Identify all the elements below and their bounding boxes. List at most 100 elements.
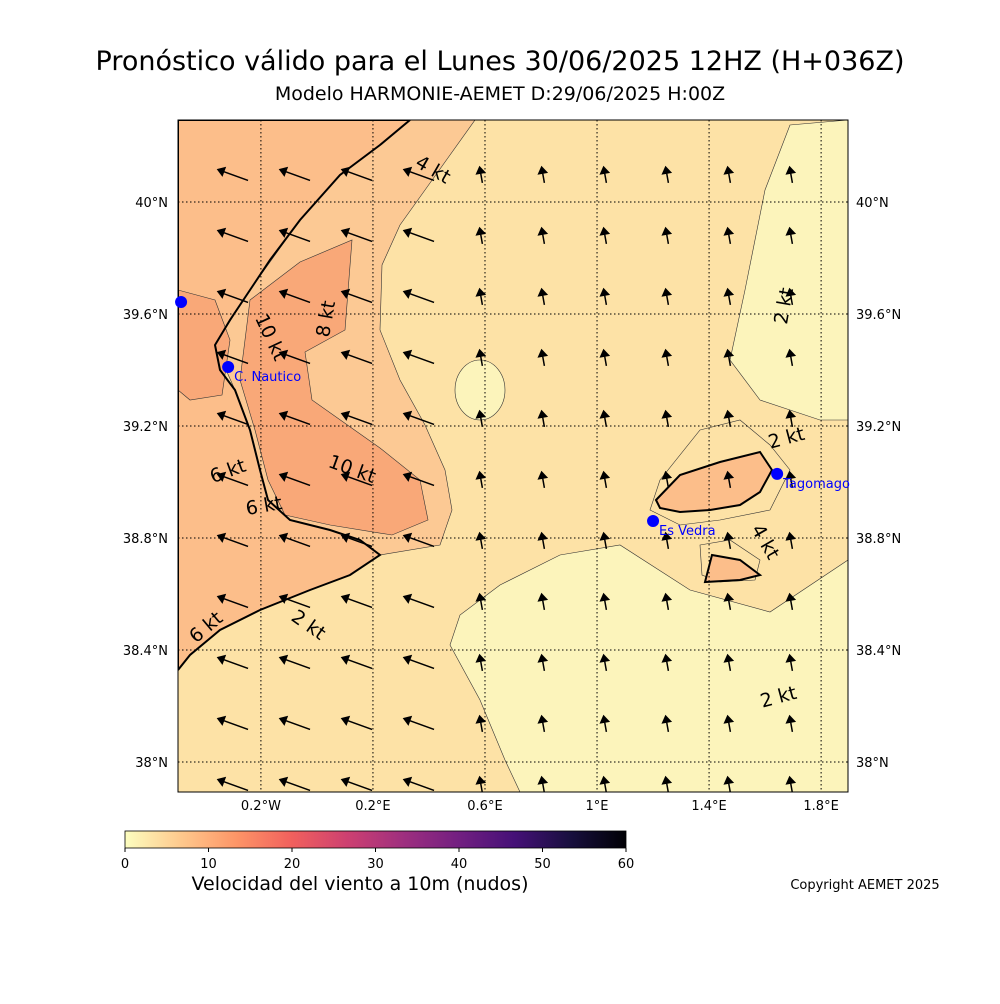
wind-arrow xyxy=(661,592,673,611)
colorbar-label: Velocidad del viento a 10m (nudos) xyxy=(192,873,529,895)
wind-arrow xyxy=(475,714,487,733)
wind-arrow xyxy=(340,593,373,609)
wind-arrow xyxy=(785,653,797,672)
colorbar-tick-label: 30 xyxy=(367,857,384,872)
wind-arrow xyxy=(475,531,487,550)
wind-arrow xyxy=(599,714,611,733)
y-tick-label: 40°N xyxy=(856,196,889,211)
wind-arrow xyxy=(402,166,435,182)
wind-arrow xyxy=(340,471,373,487)
wind-arrow xyxy=(599,531,611,550)
wind-arrow xyxy=(475,775,487,792)
wind-arrow xyxy=(723,775,735,792)
wind-arrow xyxy=(599,470,611,489)
map-frame xyxy=(177,119,849,793)
wind-arrow xyxy=(475,226,487,245)
wind-arrow xyxy=(661,165,673,184)
wind-arrow xyxy=(340,410,373,426)
wind-arrow xyxy=(216,471,249,487)
wind-arrow xyxy=(599,653,611,672)
wind-arrow xyxy=(537,409,549,428)
wind-arrow xyxy=(537,531,549,550)
wind-arrow xyxy=(537,226,549,245)
station xyxy=(771,467,784,480)
wind-arrow xyxy=(402,654,435,670)
wind-arrow xyxy=(785,165,797,184)
y-tick-label: 39.2°N xyxy=(123,420,168,435)
wind-arrow xyxy=(723,653,735,672)
wind-arrow xyxy=(278,593,311,609)
wind-arrow xyxy=(216,410,249,426)
wind-arrow xyxy=(599,592,611,611)
station xyxy=(647,514,660,527)
wind-arrow xyxy=(216,288,249,304)
wind-arrow xyxy=(475,348,487,367)
wind-arrow xyxy=(661,348,673,367)
colorbar-tick-label: 60 xyxy=(618,857,635,872)
wind-arrow xyxy=(785,775,797,792)
wind-arrow xyxy=(785,592,797,611)
x-tick-label: 0.2°E xyxy=(355,799,390,814)
wind-arrow xyxy=(475,470,487,489)
wind-arrow xyxy=(723,531,735,550)
wind-arrow xyxy=(402,776,435,792)
station xyxy=(222,360,235,373)
x-tick-label: 1.8°E xyxy=(803,799,838,814)
wind-arrow xyxy=(661,531,673,550)
wind-arrow xyxy=(278,166,311,182)
wind-arrow xyxy=(340,227,373,243)
x-tick-label: 1.4°E xyxy=(691,799,726,814)
coastline xyxy=(178,120,411,671)
strong-zone xyxy=(178,289,231,401)
wind-arrow xyxy=(537,348,549,367)
wind-arrow xyxy=(537,714,549,733)
wind-arrow xyxy=(723,592,735,611)
wind-arrow xyxy=(537,287,549,306)
wind-arrows xyxy=(216,165,797,792)
wind-arrow xyxy=(340,349,373,365)
wind-arrow xyxy=(278,471,311,487)
wind-arrow xyxy=(216,715,249,731)
colorbar-tick-label: 20 xyxy=(284,857,301,872)
title: Pronóstico válido para el Lunes 30/06/20… xyxy=(96,46,905,77)
x-tick-label: 0.6°E xyxy=(467,799,502,814)
wind-arrow xyxy=(216,166,249,182)
formentera xyxy=(703,553,763,584)
wind-arrow xyxy=(216,776,249,792)
colorbar-tick-label: 10 xyxy=(200,857,217,872)
wind-arrow xyxy=(278,715,311,731)
colorbar-ticks: 0 10 20 30 40 50 60 xyxy=(121,848,634,872)
y-tick-label: 40°N xyxy=(135,196,168,211)
station xyxy=(175,296,188,308)
wind-arrow xyxy=(402,349,435,365)
wind-arrow xyxy=(599,165,611,184)
colorbar-tick-label: 0 xyxy=(121,857,129,872)
wind-arrow xyxy=(661,653,673,672)
wind-arrow xyxy=(599,226,611,245)
wind-arrow xyxy=(475,409,487,428)
wind-arrow xyxy=(278,349,311,365)
wind-arrow xyxy=(402,288,435,304)
colorbar xyxy=(124,830,627,849)
wind-arrow xyxy=(475,165,487,184)
colorbar-tick-label: 50 xyxy=(534,857,551,872)
wind-arrow xyxy=(340,288,373,304)
wind-arrow xyxy=(537,653,549,672)
wind-arrow xyxy=(723,348,735,367)
y-tick-label: 38°N xyxy=(135,756,168,771)
wind-arrow xyxy=(661,470,673,489)
wind-arrow xyxy=(340,776,373,792)
wind-arrow xyxy=(475,287,487,306)
y-tick-label: 39.6°N xyxy=(856,308,901,323)
wind-arrow xyxy=(661,226,673,245)
wind-arrow xyxy=(278,410,311,426)
wind-arrow xyxy=(340,715,373,731)
light-zone xyxy=(449,544,848,792)
station-label: C. Nautico xyxy=(234,370,301,385)
wind-arrow xyxy=(723,409,735,428)
wind-arrow xyxy=(723,226,735,245)
wind-arrow xyxy=(340,654,373,670)
wind-arrow xyxy=(785,226,797,245)
